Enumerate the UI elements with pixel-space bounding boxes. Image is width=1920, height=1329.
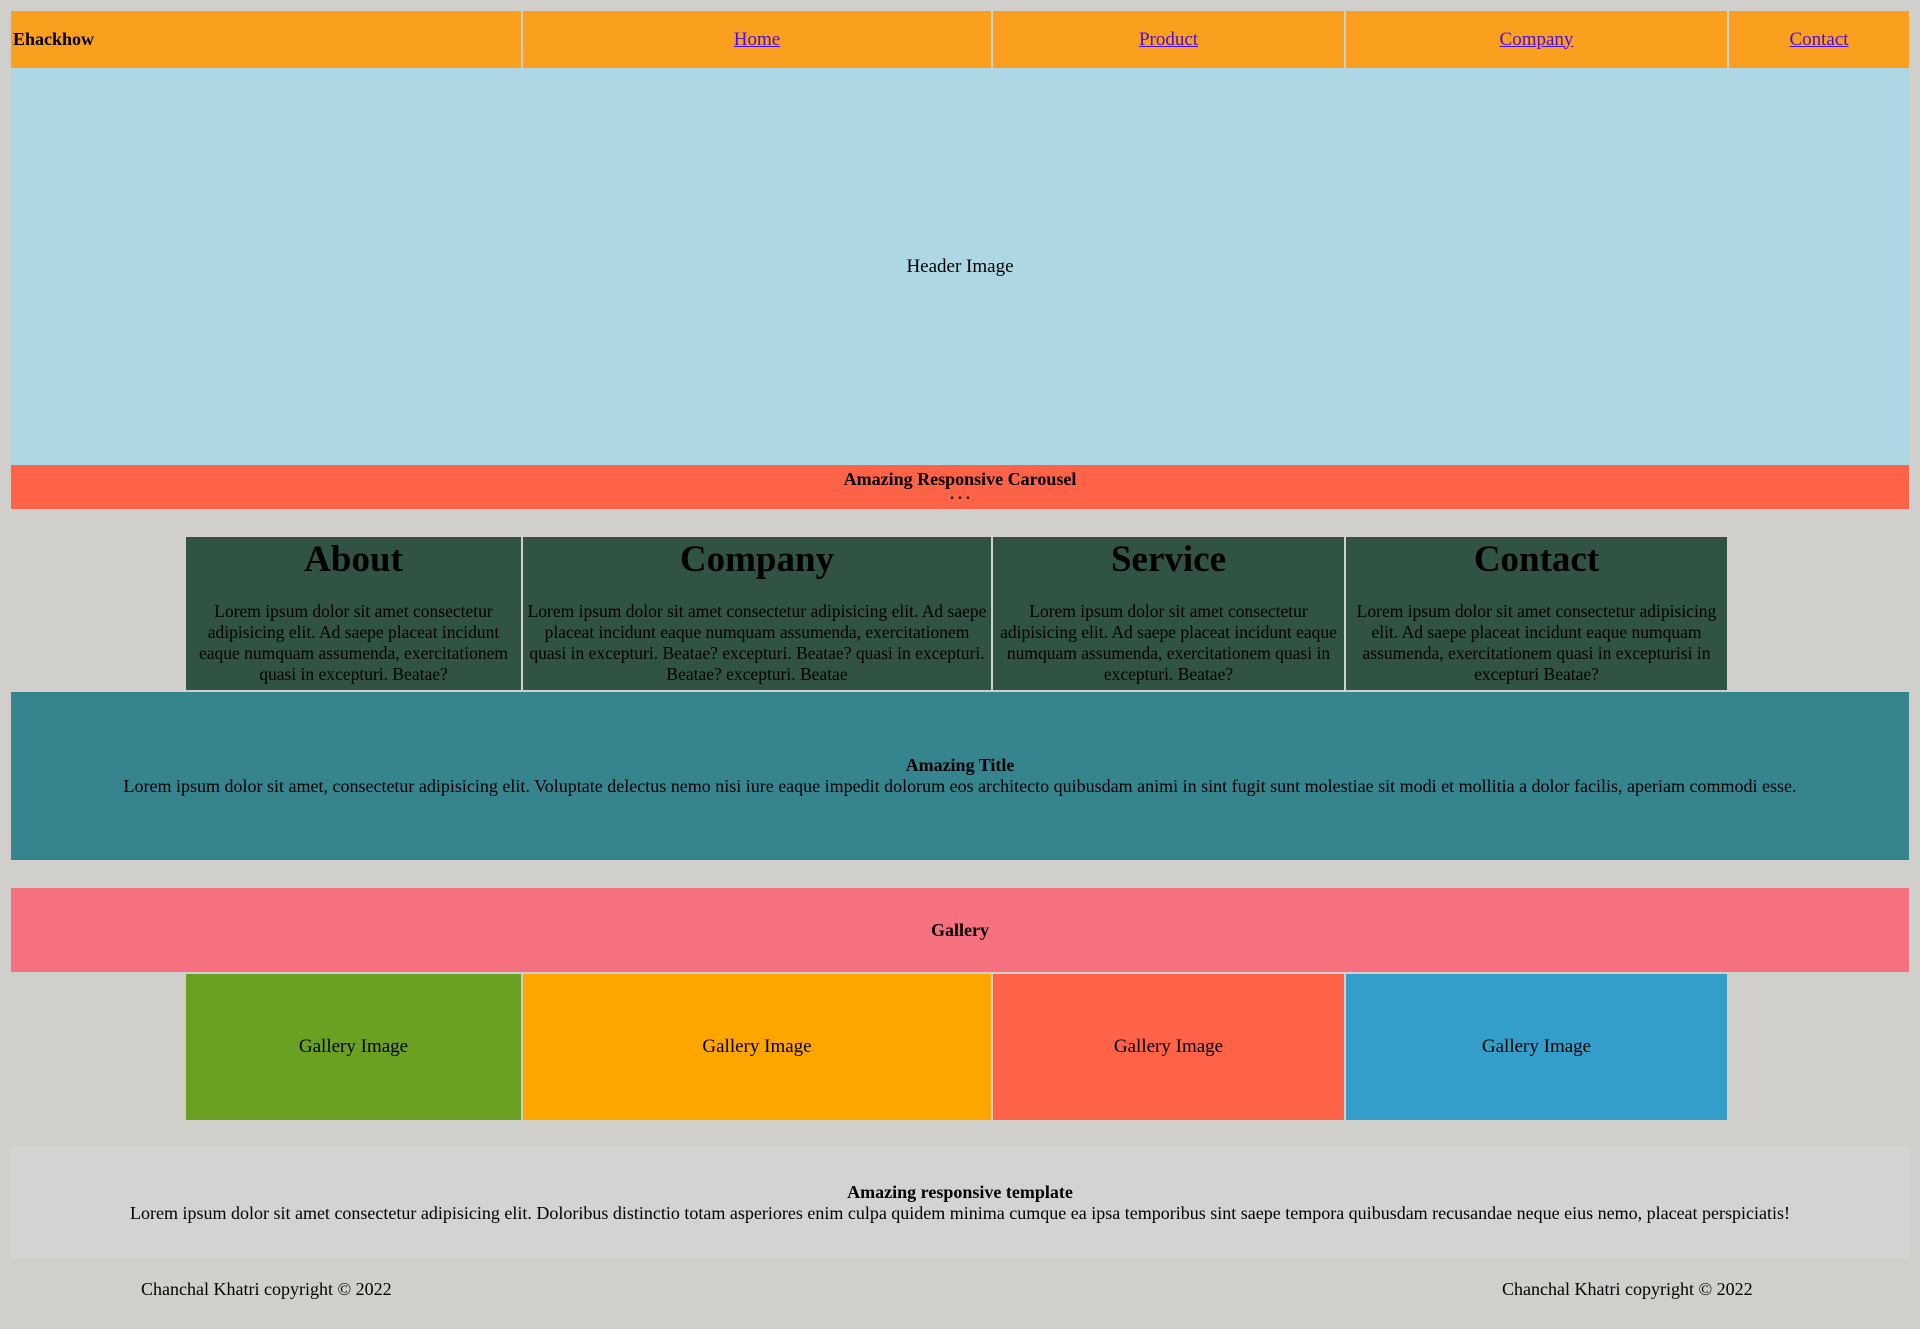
card-title: Contact <box>1473 539 1600 580</box>
nav-item-contact: Contact <box>1729 11 1909 68</box>
feature-section: Amazing Title Lorem ipsum dolor sit amet… <box>11 692 1909 860</box>
feature-title: Amazing Title <box>905 755 1015 775</box>
carousel: Amazing Responsive Carousel . . . <box>11 465 1909 509</box>
copyright-right: Chanchal Khatri copyright © 2022 <box>1502 1279 1753 1299</box>
gallery-image-label: Gallery Image <box>298 1036 409 1057</box>
gallery-image: Gallery Image <box>993 974 1344 1120</box>
feature-text: Lorem ipsum dolor sit amet, consectetur … <box>123 776 1797 796</box>
footer-title: Amazing responsive template <box>847 1181 1073 1202</box>
footer-section: Amazing responsive template Lorem ipsum … <box>11 1147 1909 1258</box>
card-contact: Contact Lorem ipsum dolor sit amet conse… <box>1346 537 1727 690</box>
header-image-label: Header Image <box>906 255 1014 277</box>
gallery-image-label: Gallery Image <box>1481 1036 1592 1057</box>
copyright-left: Chanchal Khatri copyright © 2022 <box>141 1279 392 1299</box>
carousel-title: Amazing Responsive Carousel <box>843 469 1077 489</box>
carousel-dots[interactable]: . . . <box>950 486 970 503</box>
gallery-image: Gallery Image <box>186 974 521 1120</box>
nav-link-product[interactable]: Product <box>1138 28 1199 50</box>
gallery-image: Gallery Image <box>523 974 991 1120</box>
nav-item-home: Home <box>523 11 991 68</box>
card-text: Lorem ipsum dolor sit amet consectetur a… <box>198 601 509 684</box>
nav-link-company[interactable]: Company <box>1499 28 1574 50</box>
gallery-image-label: Gallery Image <box>702 1036 812 1057</box>
gallery-image: Gallery Image <box>1346 974 1727 1120</box>
card-title: Service <box>1110 539 1227 580</box>
nav-link-contact[interactable]: Contact <box>1789 28 1849 50</box>
card-title: Company <box>679 539 835 580</box>
nav-item-company: Company <box>1346 11 1727 68</box>
gallery-header: Gallery <box>11 888 1909 972</box>
nav-link-home[interactable]: Home <box>733 28 781 50</box>
card-text: Lorem ipsum dolor sit amet consectetur a… <box>1000 601 1337 684</box>
brand-name: Ehackhow <box>13 29 95 49</box>
header-image: Header Image <box>11 68 1909 465</box>
footer-text: Lorem ipsum dolor sit amet consectetur a… <box>129 1202 1791 1223</box>
nav-item-product: Product <box>993 11 1344 68</box>
card-company: Company Lorem ipsum dolor sit amet conse… <box>523 537 991 690</box>
card-service: Service Lorem ipsum dolor sit amet conse… <box>993 537 1344 690</box>
card-about: About Lorem ipsum dolor sit amet consect… <box>186 537 521 690</box>
brand-logo[interactable]: Ehackhow <box>11 11 521 68</box>
card-text: Lorem ipsum dolor sit amet consectetur a… <box>527 601 987 684</box>
card-text: Lorem ipsum dolor sit amet consectetur a… <box>1356 601 1717 684</box>
card-title: About <box>304 539 403 580</box>
gallery-image-label: Gallery Image <box>1113 1036 1224 1057</box>
gallery-title: Gallery <box>931 919 989 940</box>
